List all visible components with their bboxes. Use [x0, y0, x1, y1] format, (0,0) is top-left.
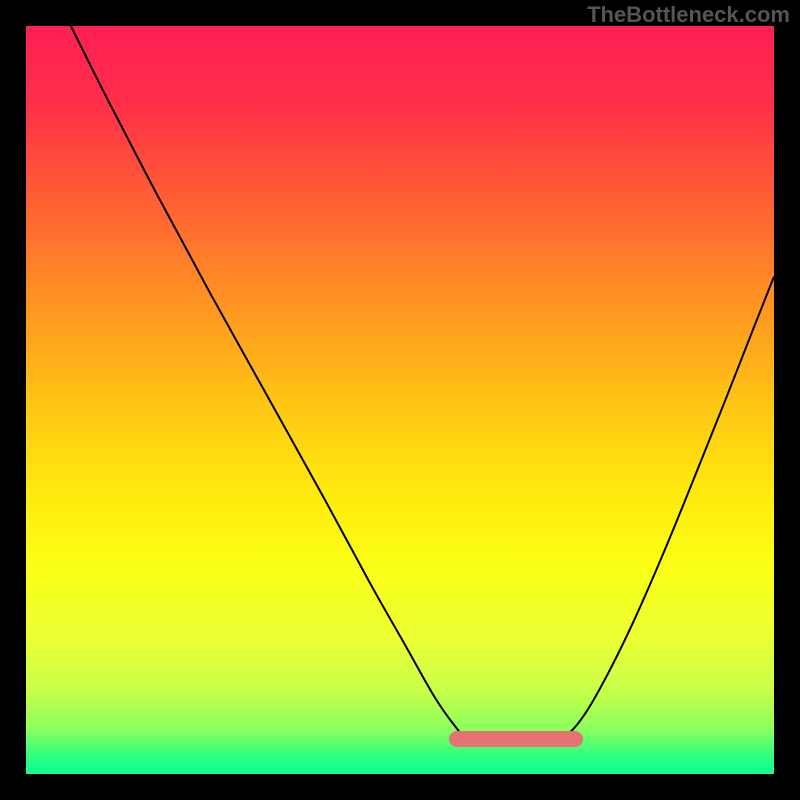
chart-container: TheBottleneck.com — [0, 0, 800, 800]
watermark-text: TheBottleneck.com — [587, 2, 790, 28]
plot-area — [26, 26, 774, 774]
optimal-range-indicator — [449, 731, 584, 747]
